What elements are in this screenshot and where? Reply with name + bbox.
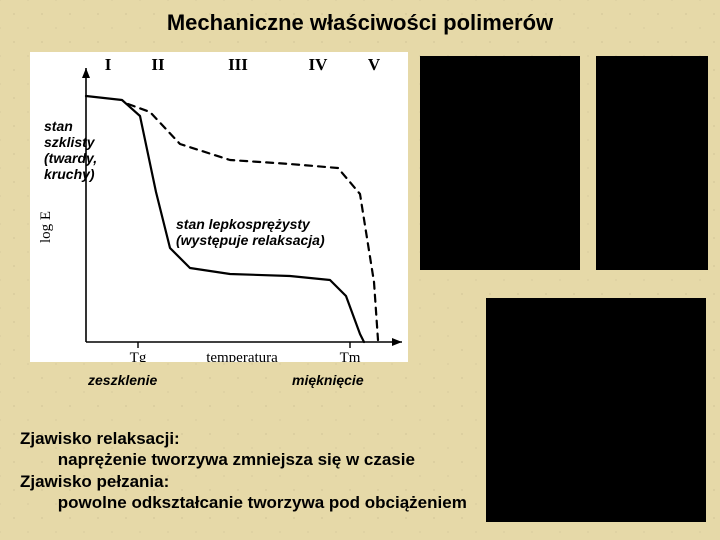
page-title-text: Mechaniczne właściwości polimerów bbox=[167, 10, 553, 35]
redacted-block bbox=[596, 56, 708, 270]
callout-visco-line2: (występuje relaksacja) bbox=[176, 232, 325, 248]
redacted-block bbox=[420, 56, 580, 270]
svg-text:III: III bbox=[228, 55, 248, 74]
redacted-block bbox=[486, 298, 706, 522]
body-line: Zjawisko pełzania: bbox=[20, 471, 467, 492]
svg-text:Tg: Tg bbox=[130, 350, 147, 362]
svg-text:Tm: Tm bbox=[340, 350, 361, 362]
callout-viscoelastic-state: stan lepkosprężysty (występuje relaksacj… bbox=[176, 216, 325, 248]
label-glass-transition: zeszklenie bbox=[88, 372, 157, 388]
svg-text:II: II bbox=[151, 55, 165, 74]
modulus-vs-temperature-chart: log EtemperaturaIIIIIIIVVTgTm bbox=[30, 52, 408, 362]
callout-glassy-state: stan szklisty (twardy, kruchy) bbox=[44, 118, 97, 182]
callout-glassy-line1: stan bbox=[44, 118, 73, 134]
body-line: powolne odkształcanie tworzywa pod obcią… bbox=[20, 492, 467, 513]
callout-glassy-line4: kruchy) bbox=[44, 166, 95, 182]
label-softening-text: mięknięcie bbox=[292, 372, 364, 388]
label-glass-transition-text: zeszklenie bbox=[88, 372, 157, 388]
callout-glassy-line2: szklisty bbox=[44, 134, 95, 150]
body-line: Zjawisko relaksacji: bbox=[20, 428, 467, 449]
label-softening: mięknięcie bbox=[292, 372, 364, 388]
svg-text:temperatura: temperatura bbox=[206, 350, 278, 362]
chart-svg: log EtemperaturaIIIIIIIVVTgTm bbox=[30, 52, 408, 362]
svg-text:I: I bbox=[105, 55, 112, 74]
svg-text:V: V bbox=[368, 55, 381, 74]
body-line: naprężenie tworzywa zmniejsza się w czas… bbox=[20, 449, 467, 470]
body-text: Zjawisko relaksacji: naprężenie tworzywa… bbox=[20, 428, 467, 513]
callout-visco-line1: stan lepkosprężysty bbox=[176, 216, 310, 232]
page-title: Mechaniczne właściwości polimerów bbox=[0, 10, 720, 36]
svg-text:log E: log E bbox=[38, 211, 54, 243]
callout-glassy-line3: (twardy, bbox=[44, 150, 97, 166]
svg-text:IV: IV bbox=[309, 55, 329, 74]
